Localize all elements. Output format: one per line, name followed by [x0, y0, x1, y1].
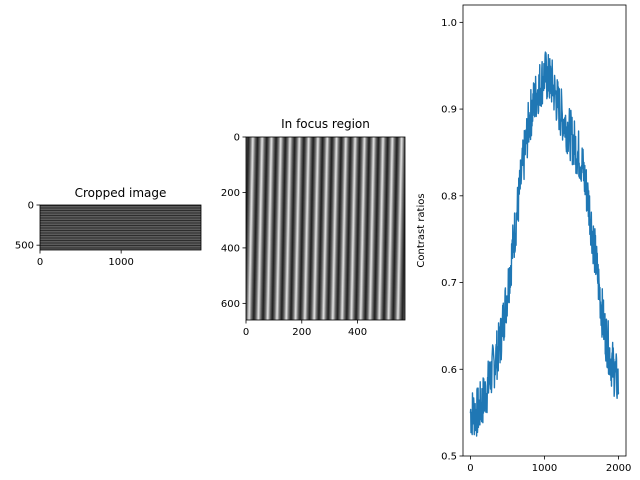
contrast-ratio-line [469, 51, 620, 437]
focus-region-panel: In focus region 0 200 400 0 200 400 600 [221, 117, 406, 339]
y-tick-label: 0 [28, 201, 34, 212]
focus-region-title: In focus region [281, 117, 370, 131]
cropped-image-title: Cropped image [75, 186, 167, 200]
contrast-plot-ticks: 0 1000 2000 0.5 0.6 0.7 0.8 0.9 1.0 [441, 18, 631, 474]
x-tick-label: 1000 [532, 463, 557, 474]
focus-region-frame [245, 136, 406, 321]
x-tick-label: 200 [292, 327, 311, 338]
y-tick-label: 1.0 [441, 18, 457, 29]
y-tick-label: 0 [234, 133, 240, 144]
x-tick-label: 0 [243, 327, 249, 338]
y-tick-label: 0.8 [441, 191, 457, 202]
x-tick-label: 2000 [606, 463, 631, 474]
cropped-image-frame [39, 204, 202, 251]
x-tick-label: 0 [467, 463, 473, 474]
focus-region-image [246, 137, 405, 320]
y-tick-label: 200 [221, 188, 240, 199]
y-tick-label: 0.6 [441, 365, 457, 376]
x-tick-label: 0 [37, 257, 43, 268]
y-tick-label: 0.9 [441, 105, 457, 116]
focus-region-ticks: 0 200 400 0 200 400 600 [221, 133, 367, 339]
contrast-plot-panel: 0 1000 2000 0.5 0.6 0.7 0.8 0.9 1.0 Contrast rat… [416, 4, 631, 474]
y-tick-label: 0.7 [441, 278, 457, 289]
y-tick-label: 500 [15, 241, 34, 252]
x-tick-label: 400 [348, 327, 367, 338]
contrast-ylabel: Contrast ratios [416, 193, 427, 267]
y-tick-label: 400 [221, 243, 240, 254]
cropped-image [40, 205, 201, 250]
x-tick-label: 1000 [108, 257, 133, 268]
y-tick-label: 0.5 [441, 452, 457, 463]
y-tick-label: 600 [221, 299, 240, 310]
